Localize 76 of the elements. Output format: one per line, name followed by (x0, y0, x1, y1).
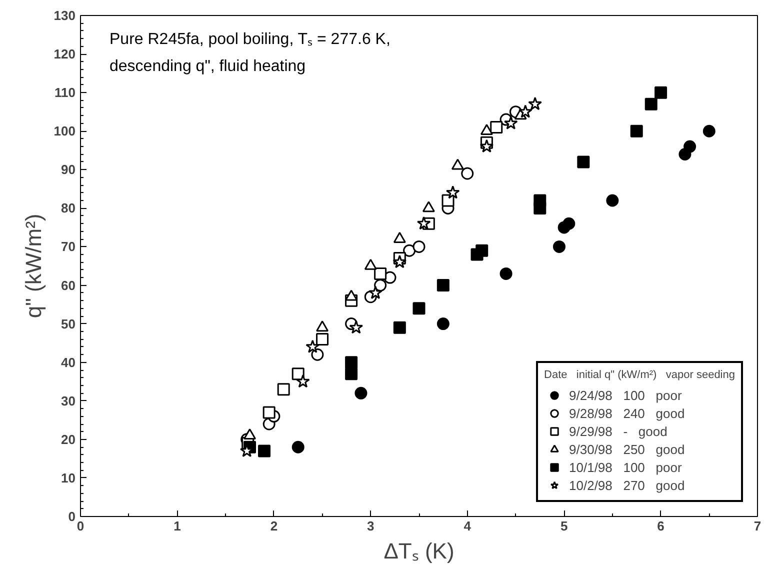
y-tick-label: 50 (61, 316, 76, 332)
y-tick-label: 10 (61, 470, 76, 486)
point (412, 302, 426, 315)
point (630, 124, 643, 138)
y-tick-label: 30 (61, 393, 76, 408)
point (345, 368, 358, 380)
legend-label: 9/28/98 240 good (569, 404, 685, 422)
legend-label: 10/2/98 270 good (569, 476, 685, 494)
point (500, 267, 512, 280)
point (490, 121, 503, 134)
point (422, 201, 435, 212)
point (480, 139, 494, 153)
point (654, 86, 668, 99)
point (277, 383, 290, 396)
y-tick-label: 120 (54, 46, 76, 62)
point (684, 140, 696, 153)
point (446, 186, 460, 199)
x-tick-label: 4 (464, 518, 472, 534)
y-tick-label: 40 (61, 354, 76, 370)
y-tick-label: 20 (61, 432, 76, 447)
point (393, 321, 406, 334)
point (316, 320, 329, 332)
point (316, 332, 329, 346)
point (258, 444, 271, 458)
point (392, 254, 407, 268)
y-tick-label: 70 (61, 239, 76, 254)
legend-title: Date initial q" (kW/m²) vapor seeding (544, 369, 735, 381)
legend-label: 9/30/98 250 good (569, 440, 685, 458)
point (296, 374, 310, 388)
x-tick-label: 7 (754, 518, 762, 534)
legend-label: 9/24/98 100 poor (569, 386, 682, 404)
x-tick-label: 2 (270, 518, 278, 534)
point (436, 279, 450, 292)
point (436, 318, 450, 330)
point (345, 290, 358, 301)
y-tick-label: 80 (61, 200, 76, 216)
point (345, 356, 358, 369)
point (480, 124, 493, 136)
x-tick-label: 6 (657, 518, 664, 534)
point (644, 98, 658, 110)
point (451, 158, 464, 170)
y-tick-label: 100 (54, 124, 76, 139)
point (306, 340, 320, 353)
legend-label: 10/1/98 100 poor (569, 458, 682, 476)
x-tick-label: 5 (560, 518, 568, 534)
text: Pure R245fa, pool boiling, Tₛ = 277.6 K, descending q", fluid heating (110, 30, 390, 75)
y-tick-label: 130 (54, 8, 76, 23)
point (416, 216, 431, 230)
point (702, 124, 716, 138)
x-tick-label: 3 (367, 518, 374, 534)
x-axis-title: ΔTₛ (K) (384, 538, 454, 564)
y-tick-label: 90 (61, 162, 76, 178)
point (311, 348, 324, 361)
point (374, 267, 387, 280)
legend-label: 9/29/98 - good (569, 422, 668, 440)
point (262, 406, 276, 419)
point (562, 217, 576, 230)
point (518, 104, 532, 118)
point (552, 240, 566, 253)
point (354, 386, 368, 400)
point (577, 156, 590, 168)
point (528, 96, 542, 110)
point (606, 194, 619, 207)
point (461, 167, 474, 180)
y-tick-label: 0 (68, 509, 76, 524)
point (349, 320, 364, 334)
point (504, 116, 518, 130)
point (476, 244, 488, 257)
point (292, 440, 304, 454)
point (412, 240, 426, 253)
y-tick-label: 60 (61, 278, 76, 293)
x-tick-label: 1 (174, 518, 181, 534)
point (534, 194, 546, 207)
y-tick-label: 110 (54, 85, 76, 100)
y-axis-title: q" (kW/m²) (20, 214, 46, 318)
point (368, 286, 382, 299)
